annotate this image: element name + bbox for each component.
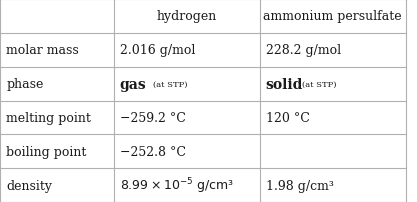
Text: melting point: melting point xyxy=(6,111,91,124)
Text: 2.016 g/mol: 2.016 g/mol xyxy=(120,44,195,57)
Text: $8.99\times10^{-5}$ g/cm³: $8.99\times10^{-5}$ g/cm³ xyxy=(120,175,234,195)
Text: ammonium persulfate: ammonium persulfate xyxy=(264,10,402,23)
Text: density: density xyxy=(6,179,52,192)
Text: −259.2 °C: −259.2 °C xyxy=(120,111,186,124)
Text: (at STP): (at STP) xyxy=(301,80,336,88)
Text: 120 °C: 120 °C xyxy=(266,111,310,124)
Text: hydrogen: hydrogen xyxy=(156,10,217,23)
Text: molar mass: molar mass xyxy=(6,44,79,57)
Text: −252.8 °C: −252.8 °C xyxy=(120,145,186,158)
Text: 228.2 g/mol: 228.2 g/mol xyxy=(266,44,341,57)
Text: solid: solid xyxy=(266,77,303,91)
Text: (at STP): (at STP) xyxy=(153,80,188,88)
Text: gas: gas xyxy=(120,77,146,91)
Text: phase: phase xyxy=(6,78,43,91)
Text: 1.98 g/cm³: 1.98 g/cm³ xyxy=(266,179,334,192)
Text: boiling point: boiling point xyxy=(6,145,86,158)
